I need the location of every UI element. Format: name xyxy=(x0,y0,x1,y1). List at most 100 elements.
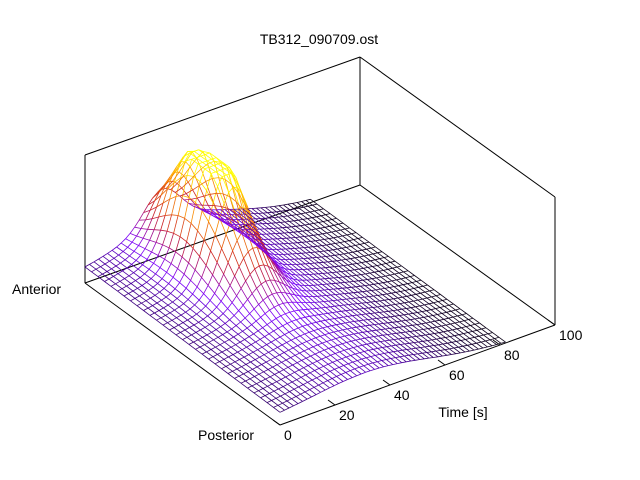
mesh-segment xyxy=(352,347,360,354)
mesh-segment xyxy=(221,220,229,226)
mesh-segment xyxy=(143,310,151,316)
mesh-segment xyxy=(354,321,362,327)
mesh-segment xyxy=(417,353,425,360)
mesh-segment xyxy=(117,288,123,292)
mesh-segment xyxy=(241,346,247,351)
mesh-segment xyxy=(356,314,364,321)
box-edge xyxy=(359,56,556,198)
mesh-segment xyxy=(439,319,447,326)
mesh-segment xyxy=(406,348,412,350)
mesh-segment xyxy=(376,264,382,266)
mesh-segment xyxy=(365,273,373,280)
mesh-segment xyxy=(234,361,242,368)
mesh-segment xyxy=(283,366,289,371)
mesh-segment xyxy=(183,273,191,281)
mesh-segment xyxy=(337,287,343,290)
mesh-segment xyxy=(275,397,283,404)
mesh-segment xyxy=(447,330,455,337)
mesh-segment xyxy=(251,218,259,225)
mesh-segment xyxy=(176,298,184,305)
mesh-segment xyxy=(233,211,241,218)
mesh-segment xyxy=(277,402,283,406)
mesh-segment xyxy=(289,293,298,303)
mesh-segment xyxy=(339,336,347,343)
mesh-segment xyxy=(305,302,313,310)
mesh-segment xyxy=(359,297,367,303)
mesh-segment xyxy=(135,277,141,281)
mesh-segment xyxy=(277,325,283,329)
mesh-segment xyxy=(323,363,329,367)
mesh-segment xyxy=(349,333,354,336)
mesh-segment xyxy=(270,356,276,361)
mesh-segment xyxy=(206,331,212,336)
mesh-segment xyxy=(262,388,270,394)
mesh-segment xyxy=(405,277,413,283)
mesh-segment xyxy=(310,198,318,205)
mesh-segment xyxy=(343,316,348,318)
mesh-segment xyxy=(368,348,374,351)
mesh-segment xyxy=(188,203,196,205)
mesh-segment xyxy=(377,348,385,354)
mesh-segment xyxy=(441,311,447,314)
mesh-segment xyxy=(397,297,405,304)
mesh-segment xyxy=(262,327,270,335)
mesh-segment xyxy=(375,246,383,253)
mesh-segment xyxy=(276,210,281,213)
mesh-segment xyxy=(358,267,364,270)
mesh-segment xyxy=(399,355,405,358)
mesh-segment xyxy=(154,229,161,231)
mesh-segment xyxy=(279,354,287,361)
mesh-segment xyxy=(104,281,112,287)
mesh-segment xyxy=(458,345,463,348)
mesh-segment xyxy=(359,244,367,250)
mesh-segment xyxy=(323,250,331,257)
mesh-segment xyxy=(241,364,247,368)
mesh-segment xyxy=(399,303,407,309)
mesh-segment xyxy=(156,302,164,309)
mesh-segment xyxy=(265,251,273,258)
mesh-segment xyxy=(230,346,238,353)
mesh-segment xyxy=(324,319,332,327)
mesh-segment xyxy=(302,230,307,232)
mesh-segment xyxy=(277,266,285,276)
mesh-segment xyxy=(290,357,298,364)
mesh-segment xyxy=(336,376,344,382)
mesh-segment xyxy=(298,325,303,329)
mesh-segment xyxy=(113,254,119,259)
mesh-segment xyxy=(97,273,103,277)
mesh-segment xyxy=(220,326,228,333)
mesh-segment xyxy=(343,252,349,255)
mesh-segment xyxy=(283,283,289,287)
mesh-segment xyxy=(222,174,227,177)
mesh-segment xyxy=(372,318,380,325)
mesh-segment xyxy=(316,308,324,315)
mesh-segment xyxy=(412,324,420,331)
mesh-segment xyxy=(348,348,356,355)
mesh-segment xyxy=(278,216,286,223)
x-tick-mark xyxy=(492,339,501,346)
mesh-segment xyxy=(308,246,316,253)
mesh-segment xyxy=(155,267,161,275)
mesh-segment xyxy=(441,324,446,327)
mesh-segment xyxy=(295,335,301,339)
mesh-segment xyxy=(340,335,345,338)
mesh-segment xyxy=(195,181,201,203)
mesh-segment xyxy=(334,367,340,370)
mesh-segment xyxy=(278,388,286,395)
mesh-segment xyxy=(370,260,378,266)
mesh-segment xyxy=(130,298,136,302)
mesh-segment xyxy=(211,157,217,160)
mesh-segment xyxy=(217,334,223,338)
mesh-segment xyxy=(382,282,390,288)
mesh-segment xyxy=(420,346,425,348)
mesh-segment xyxy=(338,277,346,283)
mesh-segment xyxy=(437,300,443,302)
mesh-segment xyxy=(236,295,244,306)
mesh-segment xyxy=(338,329,343,332)
mesh-segment xyxy=(247,247,253,253)
mesh-segment xyxy=(210,349,218,355)
mesh-segment xyxy=(293,310,301,319)
mesh-segment xyxy=(413,299,418,302)
mesh-segment xyxy=(364,296,372,303)
mesh-segment xyxy=(361,358,369,365)
